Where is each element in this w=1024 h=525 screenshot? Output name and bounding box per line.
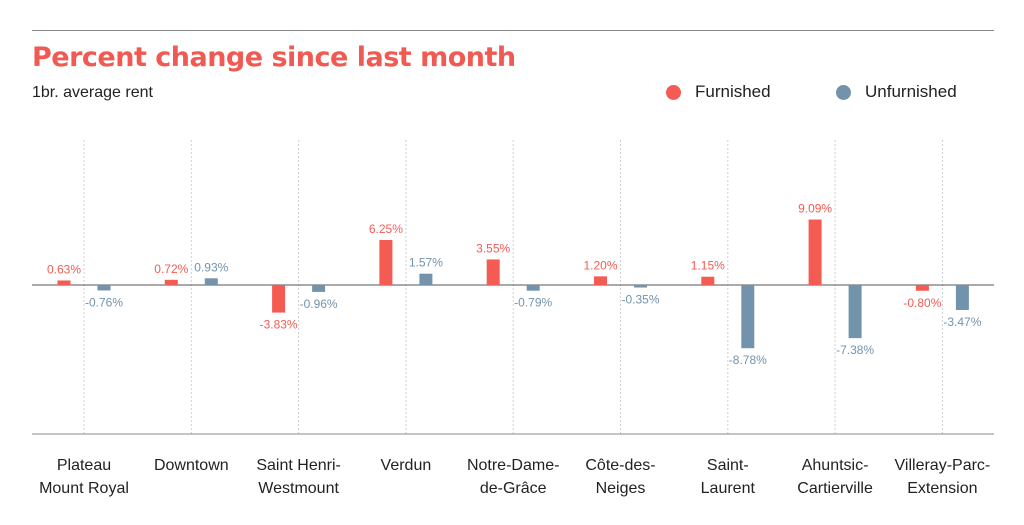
bar-furnished — [701, 276, 715, 285]
bar-unfurnished — [312, 285, 326, 292]
chart-title: Percent change since last month — [32, 42, 516, 73]
data-label-unfurnished: -0.35% — [621, 293, 659, 307]
data-label-unfurnished: -3.47% — [943, 315, 981, 329]
data-label-unfurnished: 1.57% — [409, 256, 443, 270]
data-label-furnished: 0.72% — [154, 262, 188, 276]
legend-label-furnished: Furnished — [695, 82, 771, 101]
category-label: Saint Henri- Westmount — [256, 457, 341, 497]
bar-furnished — [57, 280, 71, 285]
chart-subtitle: 1br. average rent — [32, 84, 153, 101]
category-label: Ahuntsic- Cartierville — [797, 457, 873, 497]
bar-furnished — [272, 285, 286, 313]
legend-label-unfurnished: Unfurnished — [865, 82, 957, 101]
category-label: Verdun — [380, 457, 432, 474]
bar-unfurnished — [419, 273, 433, 285]
data-label-furnished: 6.25% — [369, 222, 403, 236]
data-label-furnished: 0.63% — [47, 262, 81, 276]
bar-unfurnished — [848, 285, 862, 339]
data-label-unfurnished: -0.76% — [85, 295, 123, 309]
category-label: Saint- Laurent — [700, 457, 755, 497]
bar-unfurnished — [634, 285, 647, 288]
data-label-furnished: 3.55% — [476, 241, 510, 255]
bar-furnished — [915, 285, 929, 291]
bar-furnished — [164, 279, 178, 285]
unfurnished-legend-swatch — [836, 84, 851, 100]
bar-unfurnished — [741, 285, 755, 349]
bar-unfurnished — [204, 278, 218, 285]
category-label: Villeray-Parc- Extension — [894, 457, 991, 497]
category-label: Côte-des- Neiges — [585, 457, 656, 497]
data-label-furnished: -3.83% — [260, 318, 298, 332]
bar-unfurnished — [526, 285, 540, 291]
category-label: Downtown — [153, 457, 229, 474]
bar-furnished — [379, 240, 393, 285]
data-label-furnished: 1.20% — [583, 258, 617, 272]
bar-furnished — [808, 219, 822, 285]
legend-item-unfurnished: Unfurnished — [836, 82, 957, 102]
data-label-furnished: 9.09% — [798, 202, 832, 216]
data-label-unfurnished: -7.38% — [836, 343, 874, 357]
bar-unfurnished — [955, 285, 969, 310]
bar-unfurnished — [97, 285, 111, 291]
data-label-unfurnished: 0.93% — [194, 260, 228, 274]
top-rule — [32, 30, 994, 31]
bar-furnished — [486, 259, 500, 285]
category-label: Notre-Dame- de-Grâce — [466, 457, 560, 497]
data-label-unfurnished: -0.96% — [300, 297, 338, 311]
data-label-furnished: 1.15% — [691, 259, 725, 273]
bar-furnished — [594, 276, 607, 285]
data-label-unfurnished: -8.78% — [729, 353, 767, 367]
furnished-legend-swatch — [666, 84, 681, 100]
data-label-furnished: -0.80% — [903, 296, 941, 310]
category-label: Plateau Mount Royal — [39, 457, 129, 497]
data-label-unfurnished: -0.79% — [514, 296, 552, 310]
legend-item-furnished: Furnished — [666, 82, 771, 102]
